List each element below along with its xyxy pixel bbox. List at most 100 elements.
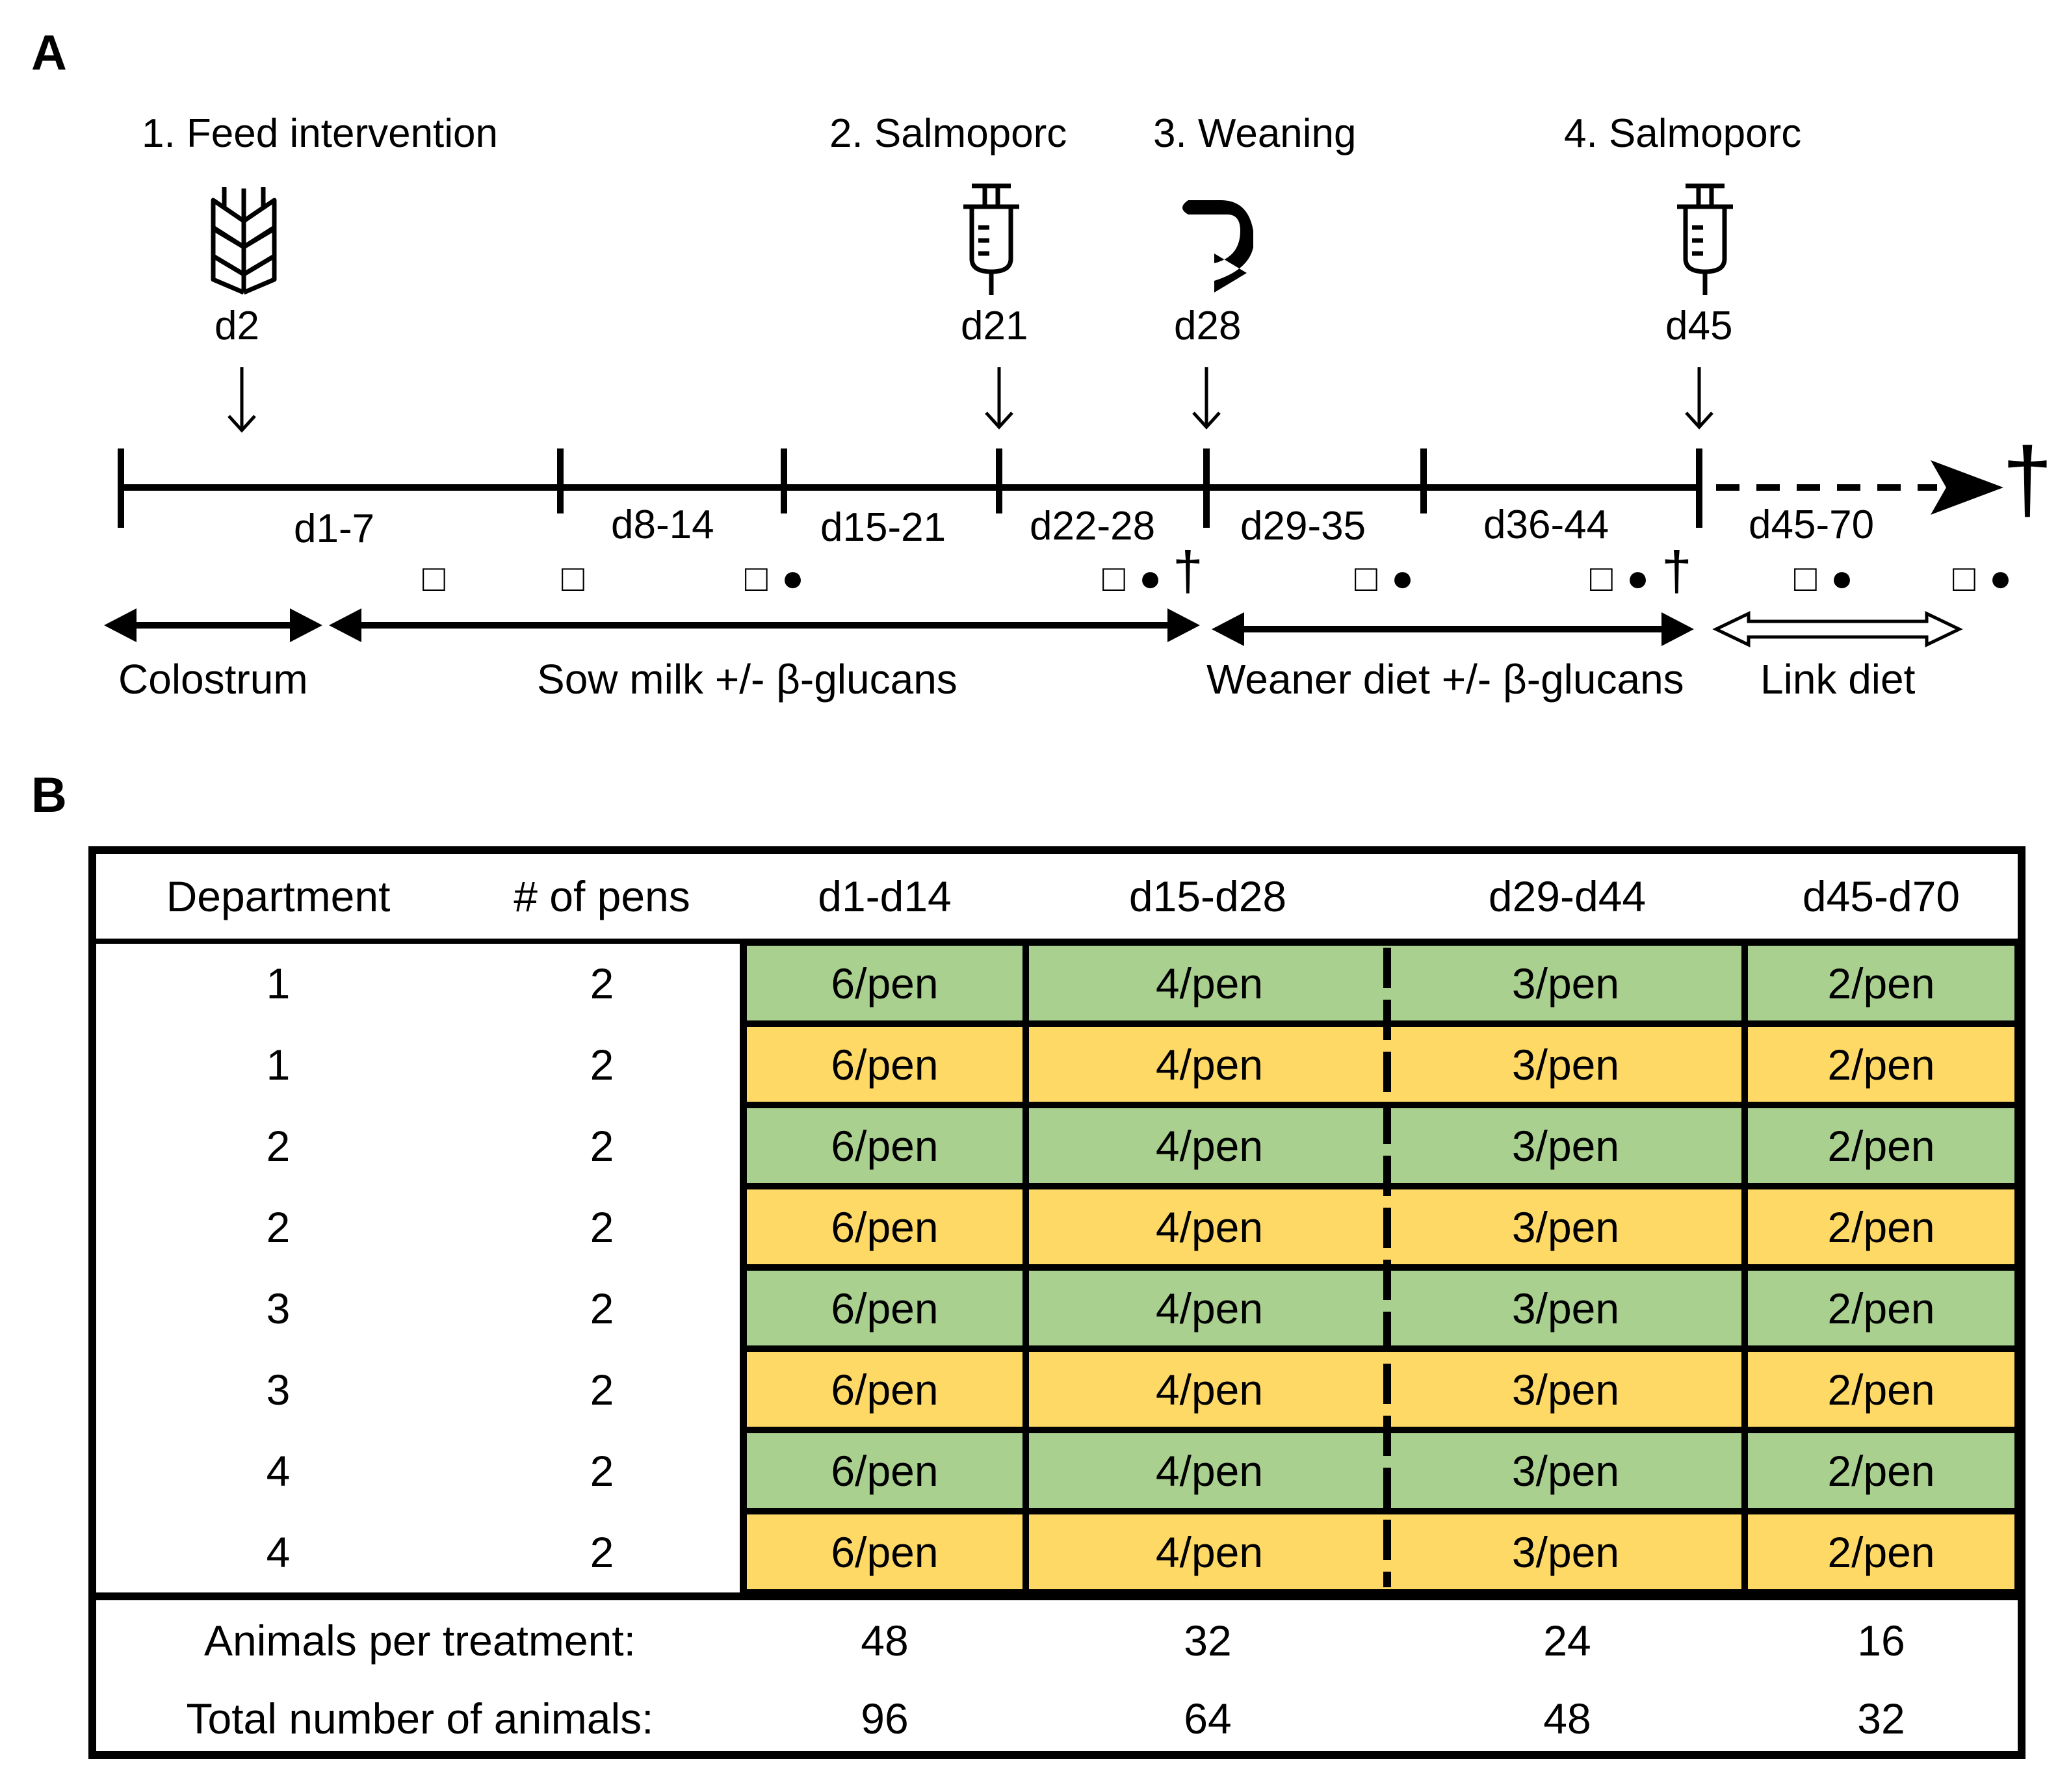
treatment-cell: 6/pen — [744, 1024, 1026, 1105]
department-cell: 3 — [266, 1365, 291, 1414]
treatment-cell: 4/pen — [1026, 1105, 1390, 1186]
pens-cell: 2 — [590, 959, 614, 1007]
event-title-feed: 1. Feed intervention — [142, 111, 499, 156]
treatment-cell: 3/pen — [1390, 1105, 1745, 1186]
treatment-cell: 4/pen — [1026, 1186, 1390, 1267]
summary-value: 48 — [861, 1617, 909, 1665]
column-header: Department — [166, 872, 391, 920]
syringe-icon — [1677, 183, 1733, 295]
treatment-cell: 2/pen — [1745, 1349, 2018, 1430]
treatment-cell: 3/pen — [1390, 1430, 1745, 1511]
sample-dot: ● — [1139, 557, 1162, 599]
week-label: d15-21 — [820, 505, 946, 550]
department-cell: 4 — [266, 1527, 291, 1576]
pens-cell: 2 — [590, 1121, 614, 1170]
summary-value: 64 — [1184, 1695, 1232, 1743]
diet-label-colostrum: Colostrum — [118, 656, 308, 703]
department-cell: 3 — [266, 1284, 291, 1332]
panel-a-label: A — [31, 25, 67, 81]
week-label: d36-44 — [1483, 502, 1609, 547]
pens-cell: 2 — [590, 1040, 614, 1089]
week-label: d45-70 — [1749, 502, 1875, 547]
department-cell: 1 — [266, 1040, 291, 1089]
event-day-d45: d45 — [1665, 304, 1733, 348]
diet-bar-link — [1712, 611, 1963, 647]
summary-label: Total number of animals: — [186, 1695, 654, 1743]
pen-allocation-table: Department # of pens d1-d14 d15-d28 d29-d44 d… — [88, 846, 2025, 1759]
weaning-dashed-line — [1383, 948, 1391, 1587]
treatment-cell: 2/pen — [1745, 1511, 2018, 1592]
down-arrowhead-d21 — [985, 411, 1013, 430]
pens-cell: 2 — [590, 1446, 614, 1495]
down-arrowhead-d28 — [1192, 411, 1221, 430]
summary-value: 96 — [861, 1695, 909, 1743]
event-day-d28: d28 — [1174, 304, 1242, 348]
column-header: d29-d44 — [1488, 872, 1647, 920]
down-arrowhead-d45 — [1685, 411, 1713, 430]
column-divider — [740, 939, 744, 1596]
treatment-cell: 3/pen — [1390, 1024, 1745, 1105]
summary-value: 48 — [1543, 1695, 1591, 1743]
treatment-cell: 3/pen — [1390, 1511, 1745, 1592]
week-label: d1-7 — [294, 506, 375, 551]
diet-label-link: Link diet — [1760, 656, 1916, 703]
syringe-icon — [963, 183, 1019, 295]
event-day-d21: d21 — [961, 304, 1028, 348]
sample-square: □ — [423, 557, 446, 599]
treatment-cell: 2/pen — [1745, 1024, 2018, 1105]
treatment-cell: 6/pen — [744, 1105, 1026, 1186]
treatment-cell: 6/pen — [744, 1430, 1026, 1511]
sample-square: □ — [1102, 557, 1126, 599]
treatment-cell: 3/pen — [1390, 1186, 1745, 1267]
treatment-cell: 6/pen — [744, 1349, 1026, 1430]
treatment-cell: 4/pen — [1026, 1349, 1390, 1430]
column-header: d45-d70 — [1802, 872, 1960, 920]
treatment-cell: 2/pen — [1745, 1186, 2018, 1267]
column-header: d1-d14 — [818, 872, 952, 920]
treatment-cell: 3/pen — [1390, 942, 1745, 1024]
week-label: d8-14 — [611, 502, 714, 547]
week-label: d22-28 — [1030, 504, 1156, 549]
department-cell: 1 — [266, 959, 291, 1007]
treatment-cell: 4/pen — [1026, 942, 1390, 1024]
timeline-arrowhead — [1931, 460, 2003, 515]
down-arrowhead-d2 — [228, 415, 256, 433]
week-label: d29-35 — [1240, 504, 1366, 549]
header-divider — [96, 939, 2018, 944]
treatment-cell: 3/pen — [1390, 1349, 1745, 1430]
event-day-d2: d2 — [215, 304, 259, 348]
summary-value: 32 — [1857, 1695, 1905, 1743]
treatment-cell: 4/pen — [1026, 1511, 1390, 1592]
column-header: d15-d28 — [1128, 872, 1287, 920]
treatment-cell: 2/pen — [1745, 1267, 2018, 1349]
treatment-cell: 6/pen — [744, 1511, 1026, 1592]
treatment-cell: 2/pen — [1745, 942, 2018, 1024]
sample-square: □ — [745, 557, 768, 599]
event-title-salmoporc-1: 2. Salmoporc — [829, 111, 1067, 156]
event-title-weaning: 3. Weaning — [1153, 111, 1357, 156]
pens-cell: 2 — [590, 1202, 614, 1251]
timeline-graphic — [104, 367, 2003, 647]
treatment-cell: 6/pen — [744, 1267, 1026, 1349]
sample-dot: ● — [781, 557, 805, 599]
sample-dot: ● — [1391, 557, 1414, 599]
panel-b-label: B — [31, 768, 67, 823]
department-cell: 4 — [266, 1446, 291, 1495]
sample-square: □ — [1953, 557, 1976, 599]
treatment-cell: 6/pen — [744, 1186, 1026, 1267]
curved-arrow-icon — [1182, 200, 1253, 292]
treatment-cell: 4/pen — [1026, 1024, 1390, 1105]
sample-dot: ● — [1989, 557, 2012, 599]
pens-cell: 2 — [590, 1365, 614, 1414]
summary-divider — [96, 1592, 2018, 1600]
dagger-d28: † — [1173, 540, 1203, 601]
sample-square: □ — [1355, 557, 1378, 599]
column-header: # of pens — [514, 872, 690, 920]
diet-label-sow-milk: Sow milk +/- β-glucans — [537, 656, 957, 703]
treatment-cell: 4/pen — [1026, 1430, 1390, 1511]
summary-value: 32 — [1184, 1617, 1232, 1665]
treatment-cell: 4/pen — [1026, 1267, 1390, 1349]
pens-cell: 2 — [590, 1527, 614, 1576]
summary-label: Animals per treatment: — [204, 1617, 636, 1665]
sample-square: □ — [562, 557, 585, 599]
